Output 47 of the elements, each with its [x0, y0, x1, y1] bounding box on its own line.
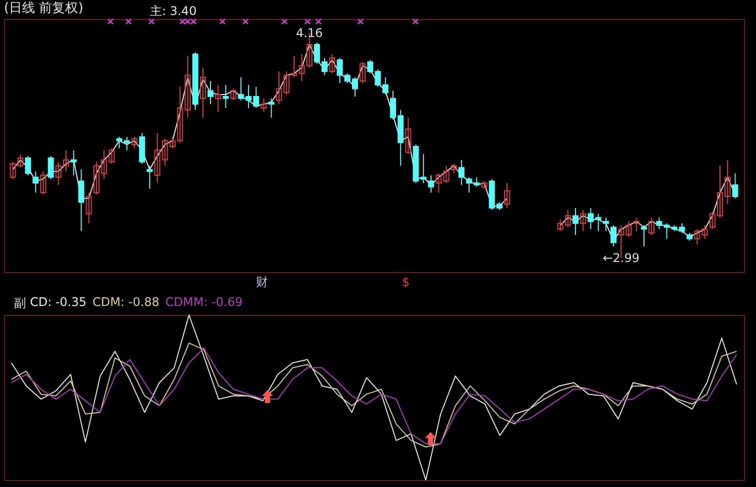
- text: CD: -0.35: [30, 295, 87, 309]
- candlestick: [694, 228, 700, 246]
- candlestick: [602, 217, 609, 232]
- candlestick: [732, 172, 738, 199]
- candlestick: [78, 169, 84, 232]
- candlestick: [268, 98, 274, 118]
- candlestick: [367, 59, 374, 74]
- candlestick: [86, 192, 92, 224]
- text: CDMM: -0.69: [165, 295, 243, 309]
- candlestick: [360, 61, 366, 84]
- candlestick: [208, 80, 214, 105]
- candlestick: [450, 163, 457, 174]
- candlestick: [40, 170, 46, 196]
- candlestick: [131, 136, 138, 149]
- candlestick: [32, 170, 39, 194]
- candlestick: [656, 217, 662, 230]
- candlestick: [222, 84, 229, 108]
- text: $: [402, 275, 410, 289]
- text: 副: [14, 295, 26, 312]
- candlestick: [640, 224, 647, 247]
- annotation: ←2.99: [602, 251, 640, 265]
- candlestick: [588, 208, 594, 230]
- text: 主: 3.40: [150, 3, 197, 20]
- text: CDM: -0.88: [92, 295, 160, 309]
- candlestick: [329, 54, 336, 74]
- candlestick: [230, 88, 236, 101]
- candlestick: [580, 209, 586, 232]
- candlestick: [458, 159, 464, 186]
- candlestick: [215, 84, 222, 112]
- candlestick: [48, 156, 54, 180]
- text: 财: [256, 274, 268, 291]
- candlestick: [428, 174, 434, 194]
- candlestick: [648, 217, 655, 236]
- candlestick: [70, 150, 77, 176]
- candlestick: [572, 208, 579, 236]
- chart-title: (日线 前复权): [4, 1, 84, 16]
- candlestick: [610, 224, 617, 247]
- candlestick: [146, 165, 153, 190]
- annotation: 4.16: [296, 26, 323, 40]
- candlestick: [633, 217, 640, 232]
- candlestick: [702, 224, 708, 240]
- candlestick: [504, 182, 510, 208]
- candlestick: [260, 98, 267, 112]
- candlestick: [200, 67, 206, 118]
- candlestick: [25, 156, 32, 176]
- candlestick: [595, 213, 602, 232]
- candlestick: [405, 117, 412, 155]
